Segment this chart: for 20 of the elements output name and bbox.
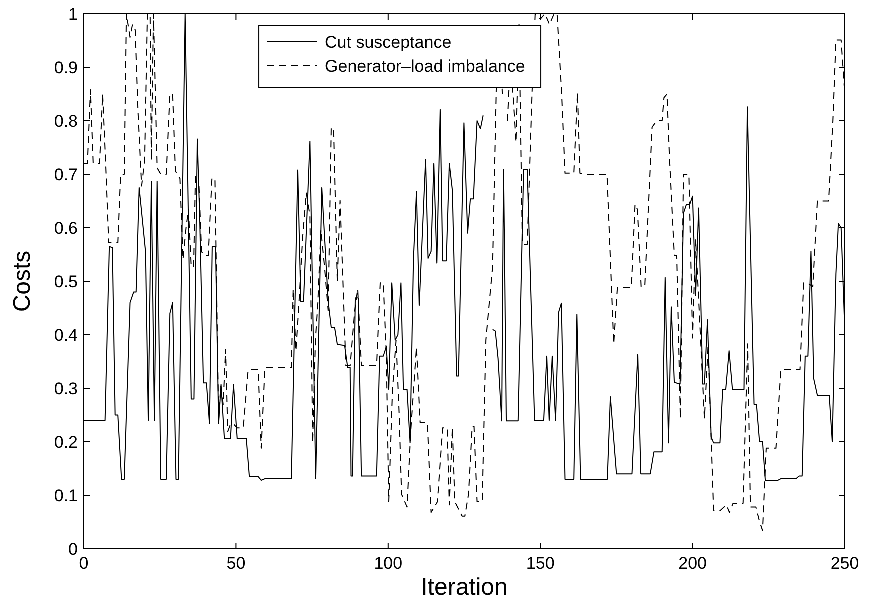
y-tick-label: 0.6: [54, 218, 78, 238]
y-tick-label: 0.5: [54, 272, 78, 292]
y-tick-label: 0.8: [54, 112, 78, 131]
y-tick-label: 0.4: [54, 326, 78, 345]
x-tick-label: 150: [526, 554, 555, 573]
x-axis-title: Iteration: [421, 574, 508, 601]
y-tick-label: 0: [68, 540, 78, 559]
y-tick-label: 0.2: [54, 432, 78, 452]
x-tick-label: 200: [678, 554, 707, 573]
x-tick-label: 50: [226, 554, 246, 573]
x-tick-label: 250: [830, 554, 860, 573]
y-tick-label: 0.9: [54, 58, 78, 78]
x-tick-label: 100: [374, 554, 403, 573]
y-tick-label: 1: [68, 4, 78, 24]
y-tick-label: 0.1: [54, 486, 78, 506]
y-tick-label: 0.3: [54, 379, 78, 398]
y-tick-label: 0.7: [54, 165, 78, 184]
legend-label: Cut susceptance: [325, 32, 452, 52]
y-axis-title: Costs: [9, 250, 36, 312]
legend-label: Generator–load imbalance: [325, 56, 526, 76]
